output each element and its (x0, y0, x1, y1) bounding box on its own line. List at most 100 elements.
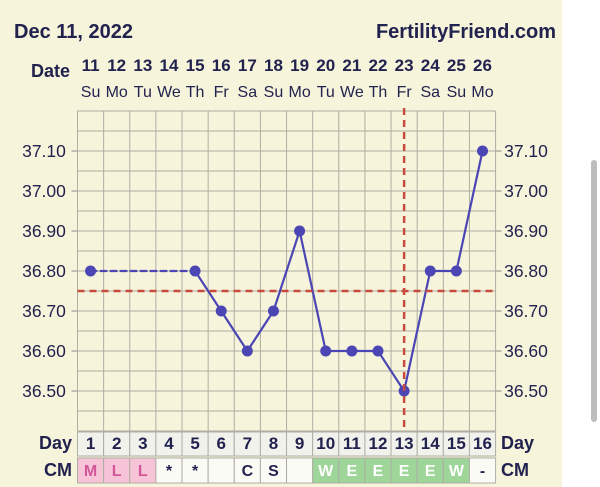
weekday-label: Tu (317, 84, 335, 101)
date-label: 21 (342, 56, 361, 75)
cycle-day-number: 7 (243, 434, 252, 453)
day-cell (338, 431, 366, 457)
cm-row-label-left: CM (44, 460, 72, 480)
temperature-point (85, 265, 97, 277)
cm-cell (259, 457, 288, 484)
cm-cell (155, 457, 183, 484)
cm-value: C (242, 463, 254, 480)
date-label: 19 (290, 56, 309, 75)
temperature-point (215, 305, 227, 317)
cycle-day-number: 12 (369, 434, 388, 453)
y-tick-label-left: 37.10 (22, 141, 66, 161)
cm-cell (390, 457, 418, 484)
day-row-label-left: Day (39, 433, 72, 453)
weekday-label: Fr (214, 84, 230, 101)
cycle-day-number: 15 (447, 434, 466, 453)
cycle-day-number: 2 (112, 434, 121, 453)
cm-value: E (373, 463, 384, 480)
cycle-day-number: 1 (86, 434, 95, 453)
cm-cell (103, 457, 131, 484)
date-label: 20 (316, 56, 335, 75)
date-label: 26 (473, 56, 492, 75)
y-tick-label-right: 37.00 (504, 181, 548, 201)
cm-cell (129, 457, 157, 484)
day-cell (155, 431, 183, 457)
cycle-day-number: 14 (421, 434, 440, 453)
cycle-day-number: 13 (395, 434, 414, 453)
cycle-day-number: 8 (269, 434, 278, 453)
date-label: 12 (107, 56, 126, 75)
temperature-segment (193, 269, 223, 313)
cm-value: L (138, 463, 148, 480)
site-name-link[interactable]: FertilityFriend.com (376, 21, 556, 43)
day-cell (129, 431, 157, 457)
y-tick-label-right: 36.90 (504, 221, 548, 241)
weekday-label: Sa (420, 84, 440, 101)
cm-cell (233, 457, 261, 484)
y-tick-label-left: 37.00 (22, 181, 66, 201)
temperature-segment (455, 149, 484, 273)
y-tick-label-right: 37.10 (504, 141, 548, 161)
chart-date: Dec 11, 2022 (14, 21, 133, 43)
temperature-point (189, 265, 201, 277)
day-cell (207, 431, 235, 457)
day-cell (286, 431, 314, 457)
weekday-label: Mo (288, 84, 310, 101)
y-tick-label-right: 36.60 (504, 341, 548, 361)
weekday-label: Mo (471, 84, 493, 101)
weekday-label: Th (186, 84, 205, 101)
y-tick-label-right: 36.70 (504, 301, 548, 321)
day-cell (77, 431, 105, 457)
date-label: 24 (421, 56, 440, 75)
temperature-point (346, 345, 358, 357)
day-row-label-right: Day (501, 433, 534, 453)
cm-value: E (399, 463, 410, 480)
date-label: 13 (133, 56, 152, 75)
cycle-day-number: 9 (295, 434, 304, 453)
cycle-day-number: 5 (190, 434, 199, 453)
day-cell (468, 431, 497, 457)
y-tick-label-left: 36.50 (22, 381, 66, 401)
temperature-point (372, 345, 384, 357)
y-tick-label-left: 36.90 (22, 221, 66, 241)
cm-value: L (112, 463, 122, 480)
date-label: 14 (159, 56, 178, 75)
bottom-rows: 1 2 3 4 5 6 7 8 9 10 11 12 13 14 15 16M L L * * C S W E E E E W - (77, 431, 497, 484)
cm-value: W (449, 463, 465, 480)
temperature-point (241, 345, 253, 357)
weekday-label: Fr (397, 84, 413, 101)
date-label: 16 (212, 56, 231, 75)
weekday-label: We (157, 84, 181, 101)
temperature-point (424, 265, 436, 277)
y-tick-label-right: 36.50 (504, 381, 548, 401)
weekday-label: Su (81, 84, 101, 101)
cm-value: E (347, 463, 358, 480)
y-tick-label-left: 36.70 (22, 301, 66, 321)
date-label: 15 (186, 56, 205, 75)
cm-value: S (268, 463, 279, 480)
weekday-label: Th (369, 84, 388, 101)
weekday-label: Su (447, 84, 467, 101)
cm-row-label-right: CM (501, 460, 529, 480)
date-label: 18 (264, 56, 283, 75)
temperature-point (320, 345, 332, 357)
reference-lines (77, 108, 496, 431)
temperature-point (477, 145, 489, 157)
date-label: 25 (447, 56, 466, 75)
temperature-point (450, 265, 462, 277)
y-tick-label-right: 36.80 (504, 261, 548, 281)
weekday-label: We (340, 84, 364, 101)
cycle-day-number: 16 (473, 434, 492, 453)
date-row-label: Date (31, 61, 70, 81)
day-cell (233, 431, 261, 457)
date-label: 17 (238, 56, 257, 75)
temperature-segment (220, 309, 249, 353)
cm-value: E (425, 463, 436, 480)
scrollbar-thumb[interactable] (591, 160, 597, 422)
cycle-day-number: 4 (164, 434, 174, 453)
chart-background (0, 0, 562, 487)
cm-cell (77, 457, 105, 484)
day-cell (390, 431, 418, 457)
